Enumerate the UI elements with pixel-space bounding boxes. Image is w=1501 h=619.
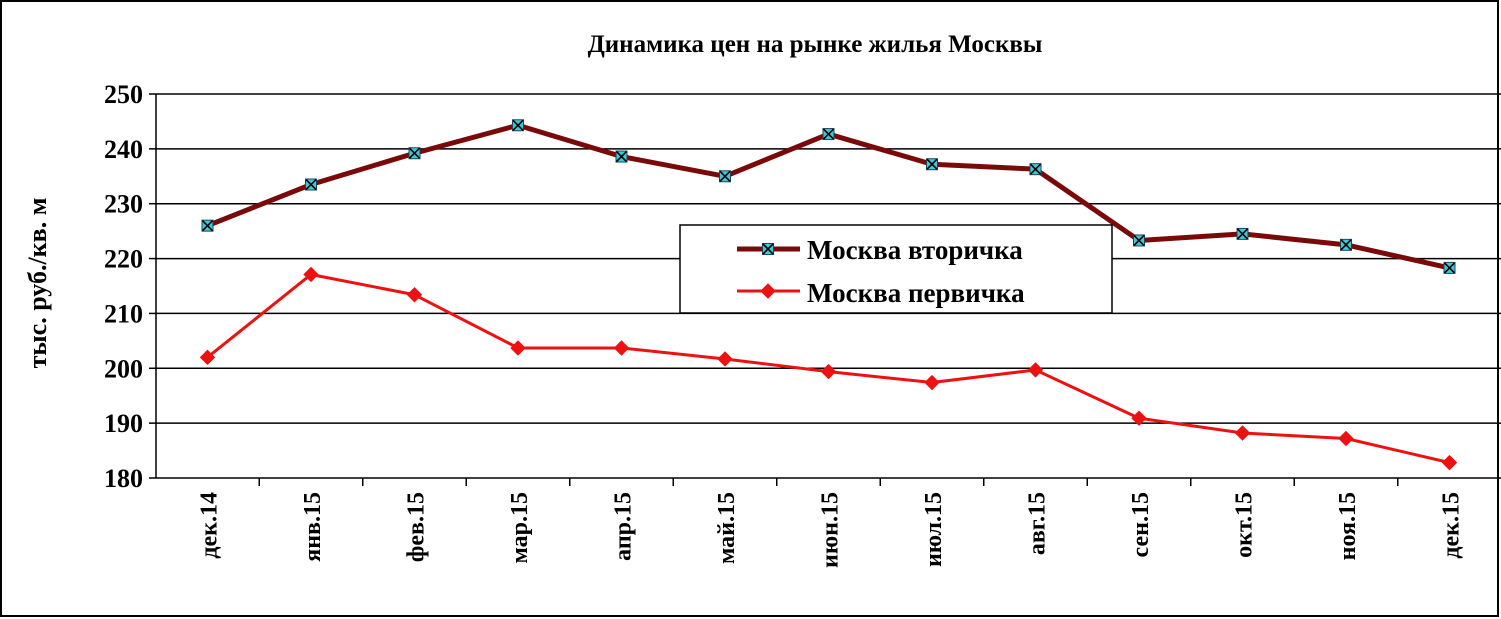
data-point bbox=[1338, 430, 1354, 447]
x-tick-label: сен.15 bbox=[1128, 492, 1154, 557]
legend-box bbox=[679, 224, 1113, 314]
legend-marker bbox=[760, 283, 776, 299]
y-axis-label: тыс. руб./кв. м bbox=[23, 198, 52, 369]
x-tick-label: дек.14 bbox=[197, 492, 223, 559]
x-tick-label: май.15 bbox=[714, 492, 740, 564]
x-tick-label: дек.15 bbox=[1439, 492, 1465, 559]
y-tick-label: 200 bbox=[104, 354, 143, 383]
data-point bbox=[1029, 163, 1042, 176]
y-tick-label: 210 bbox=[104, 299, 143, 328]
legend-label-secondary: Москва вторичка bbox=[807, 235, 1023, 265]
data-point bbox=[1443, 261, 1456, 274]
data-point bbox=[1236, 227, 1249, 240]
x-tick-label: мар.15 bbox=[507, 492, 533, 564]
y-tick-label: 190 bbox=[104, 409, 143, 438]
data-point bbox=[408, 147, 421, 160]
data-point bbox=[822, 128, 835, 141]
legend: Москва вторичка Москва первичка bbox=[679, 224, 1113, 314]
data-point bbox=[199, 349, 216, 366]
chart-title: Динамика цен на рынке жилья Москвы bbox=[588, 31, 1043, 58]
x-tick-label: авг.15 bbox=[1025, 492, 1051, 555]
x-tick-label: янв.15 bbox=[300, 492, 326, 562]
data-point bbox=[926, 158, 938, 171]
y-tick-label: 230 bbox=[104, 190, 143, 219]
x-tick-label: ноя.15 bbox=[1335, 492, 1361, 560]
data-point bbox=[512, 119, 524, 132]
data-point bbox=[406, 287, 423, 303]
legend-marker-secondary bbox=[762, 243, 774, 255]
data-point bbox=[1234, 425, 1251, 441]
y-tick-label: 220 bbox=[104, 245, 143, 274]
series-0 bbox=[201, 119, 1456, 274]
y-tick-label: 240 bbox=[104, 135, 143, 164]
data-point bbox=[924, 374, 940, 391]
data-point bbox=[510, 340, 526, 356]
x-tick-label: окт.15 bbox=[1232, 492, 1258, 558]
y-tick-label: 250 bbox=[104, 80, 143, 109]
data-point bbox=[305, 178, 317, 191]
legend-marker-primary bbox=[760, 283, 776, 299]
data-point bbox=[1340, 238, 1352, 251]
data-point bbox=[1441, 454, 1458, 471]
x-tick-label: фев.15 bbox=[404, 492, 430, 562]
data-point bbox=[201, 219, 214, 232]
y-tick-label: 180 bbox=[104, 464, 143, 493]
data-point bbox=[717, 351, 733, 367]
data-point bbox=[615, 150, 628, 163]
series-layer bbox=[199, 119, 1458, 471]
data-point bbox=[303, 266, 319, 283]
x-tick-label: июл.15 bbox=[921, 492, 947, 567]
x-tick-label: апр.15 bbox=[611, 492, 637, 561]
data-point bbox=[820, 363, 837, 380]
data-point bbox=[1131, 410, 1147, 426]
data-point bbox=[613, 340, 630, 356]
data-point bbox=[719, 170, 731, 183]
data-point bbox=[1133, 234, 1145, 247]
legend-marker bbox=[762, 243, 774, 255]
series-1 bbox=[199, 266, 1458, 471]
x-tick-label: июн.15 bbox=[818, 492, 844, 568]
legend-label-primary: Москва первичка bbox=[807, 278, 1025, 308]
data-point bbox=[1027, 362, 1044, 378]
axis-layer: 180 190 200 210 220 230 240 250 дек.14 янв.15 фев.… bbox=[104, 80, 1501, 568]
grid-layer bbox=[156, 93, 1501, 424]
